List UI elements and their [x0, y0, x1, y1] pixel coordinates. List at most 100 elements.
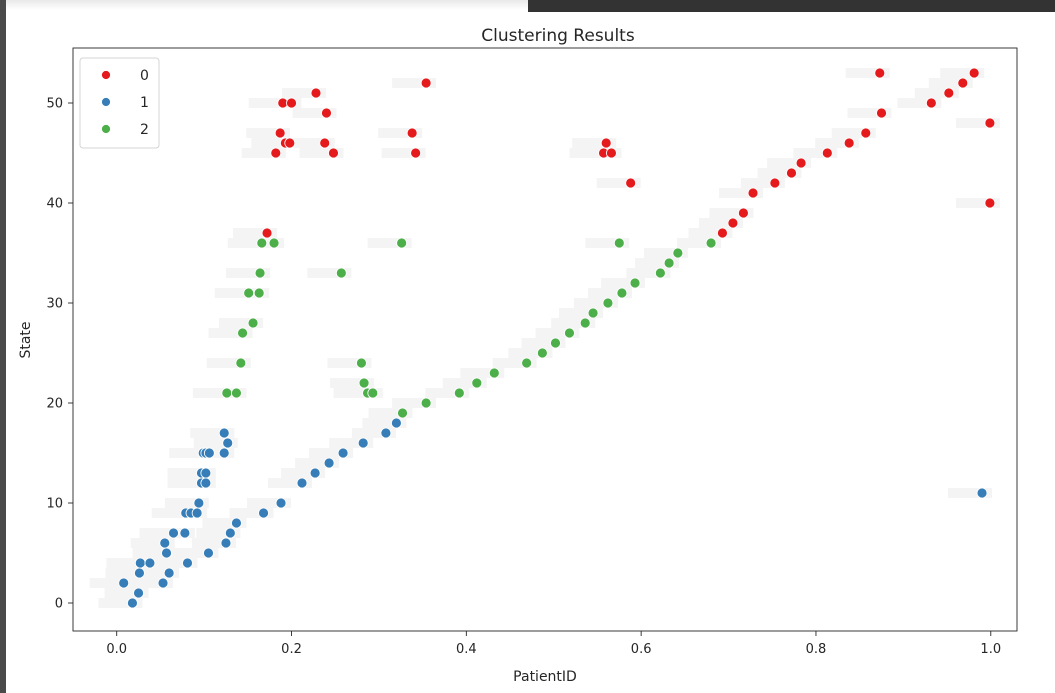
- cluster-2-point: [453, 387, 465, 399]
- cluster-0-point: [406, 127, 418, 139]
- background-band: [171, 468, 216, 478]
- y-tick-label: 30: [46, 297, 63, 312]
- background-band: [290, 138, 335, 148]
- cluster-0-point: [843, 137, 855, 149]
- background-band: [281, 88, 326, 98]
- cluster-1-point: [357, 437, 369, 449]
- cluster-1-point: [127, 597, 138, 609]
- legend-marker-0: [101, 70, 111, 80]
- cluster-0-point: [717, 227, 728, 239]
- background-band: [719, 188, 764, 198]
- background-band: [246, 128, 291, 138]
- cluster-2-point: [254, 267, 266, 279]
- background-band: [292, 108, 337, 118]
- top-edge-shadow: [6, 0, 528, 10]
- background-band: [206, 358, 251, 368]
- x-axis-label: PatientID: [513, 669, 577, 685]
- cluster-2-point: [253, 287, 265, 299]
- cluster-2-point: [536, 347, 548, 359]
- background-band: [191, 538, 236, 548]
- cluster-2-point: [237, 327, 248, 339]
- background-band: [202, 518, 247, 528]
- cluster-2-point: [579, 317, 591, 329]
- cluster-2-point: [616, 287, 628, 299]
- cluster-2-point: [663, 257, 675, 269]
- cluster-0-point: [727, 217, 739, 229]
- cluster-1-point: [224, 527, 236, 539]
- cluster-1-point: [309, 467, 321, 479]
- cluster-2-point: [231, 387, 242, 399]
- background-band: [307, 268, 352, 278]
- background-band: [196, 528, 241, 538]
- background-band: [709, 208, 754, 218]
- cluster-2-point: [247, 317, 259, 329]
- background-band: [309, 448, 354, 458]
- cluster-2-point: [521, 357, 533, 369]
- cluster-0-point: [284, 137, 296, 149]
- cluster-0-point: [410, 147, 422, 159]
- cluster-0-point: [420, 77, 432, 89]
- cluster-1-point: [161, 547, 172, 559]
- background-band: [132, 548, 177, 558]
- cluster-1-point: [144, 557, 156, 569]
- background-band: [327, 358, 372, 368]
- dark-top-bar: [528, 0, 1055, 12]
- cluster-1-point: [296, 477, 308, 489]
- cluster-2-point: [420, 397, 432, 409]
- cluster-0-point: [876, 107, 887, 119]
- cluster-2-point: [335, 267, 347, 279]
- background-band: [226, 268, 271, 278]
- cluster-2-point: [367, 387, 379, 399]
- cluster-2-point: [396, 237, 408, 249]
- legend-label-2: 2: [140, 122, 149, 138]
- background-band: [329, 438, 374, 448]
- background-band: [190, 428, 235, 438]
- background-band: [940, 68, 985, 78]
- cluster-0-point: [625, 177, 637, 189]
- background-band: [897, 98, 942, 108]
- background-band: [492, 358, 537, 368]
- cluster-1-point: [231, 517, 242, 529]
- background-band: [831, 128, 876, 138]
- cluster-1-point: [337, 447, 349, 459]
- background-band: [948, 488, 993, 498]
- x-axis-ticks: 0.0 0.2 0.4 0.6 0.8 1.0: [106, 631, 1001, 657]
- cluster-1-point: [258, 507, 269, 519]
- background-band: [425, 388, 470, 398]
- cluster-2-point: [629, 277, 641, 289]
- cluster-2-point: [613, 237, 625, 249]
- cluster-0-point: [874, 67, 886, 79]
- background-band: [368, 408, 413, 418]
- cluster-0-point: [957, 77, 969, 89]
- cluster-1-point: [200, 477, 212, 489]
- background-band: [955, 198, 1000, 208]
- background-band: [559, 308, 604, 318]
- y-tick-label: 10: [46, 497, 63, 512]
- background-band: [367, 238, 412, 248]
- background-band: [193, 438, 238, 448]
- cluster-2-point: [587, 307, 599, 319]
- background-band: [847, 108, 892, 118]
- background-band: [688, 228, 733, 238]
- y-tick-label: 50: [46, 97, 63, 112]
- background-band: [219, 318, 264, 328]
- cluster-1-point: [220, 537, 232, 549]
- background-band: [295, 458, 340, 468]
- cluster-0-point: [319, 137, 331, 149]
- cluster-0-point: [328, 147, 339, 159]
- background-band: [815, 138, 860, 148]
- cluster-0-point: [286, 97, 297, 109]
- background-band: [129, 578, 174, 588]
- y-tick-label: 40: [46, 197, 63, 212]
- legend-box: [79, 57, 160, 149]
- background-band: [105, 568, 150, 578]
- background-band: [241, 148, 286, 158]
- cluster-2-point: [705, 237, 717, 249]
- cluster-0-point: [738, 207, 749, 219]
- cluster-0-point: [274, 127, 286, 139]
- background-band: [767, 158, 812, 168]
- background-band: [281, 468, 326, 478]
- background-band: [362, 418, 407, 428]
- cluster-1-point: [134, 567, 145, 579]
